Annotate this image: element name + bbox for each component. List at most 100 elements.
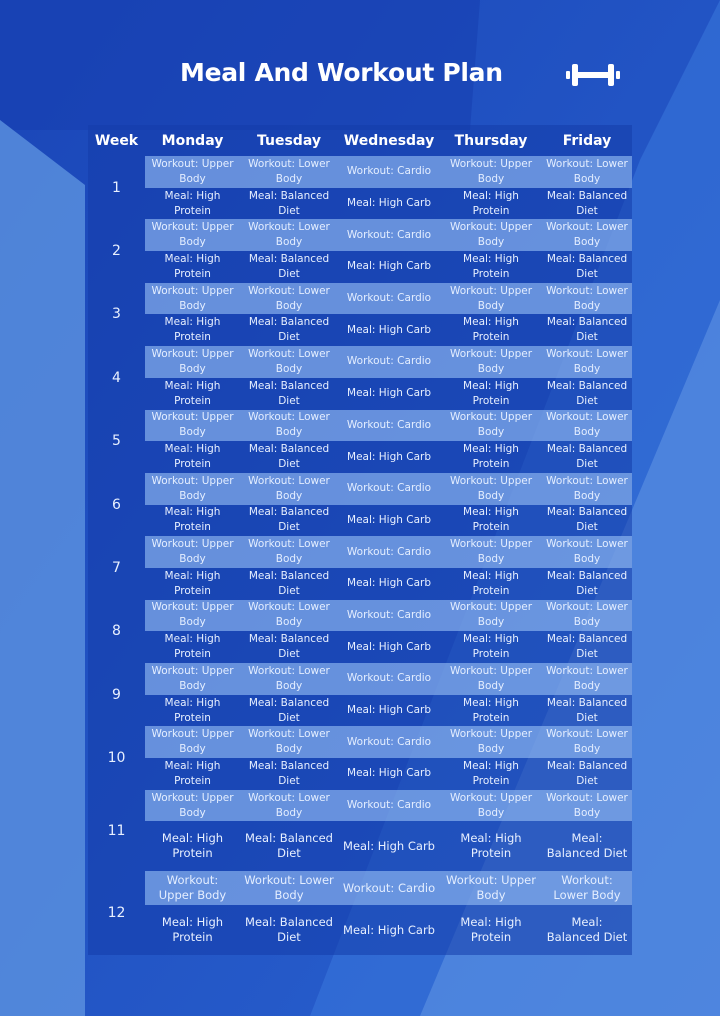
workout-row: Workout: Upper Body Workout: Lower Body Wo… <box>145 536 632 568</box>
workout-cell: Workout: Lower Body <box>546 157 628 185</box>
table-body: 1 Workout: Upper Body Workout: Lower Body W… <box>88 156 632 955</box>
workout-cell: Workout: Lower Body <box>546 411 628 439</box>
meal-cell: Meal: Balanced Diet <box>546 252 628 280</box>
meal-row: Meal: High Protein Meal: Balanced Diet Mea… <box>145 251 632 283</box>
meal-cell: Meal: Balanced Diet <box>546 569 628 597</box>
workout-row: Workout: Upper Body Workout: Lower Body Wo… <box>145 871 632 906</box>
meal-cell: Meal: High Protein <box>460 831 522 861</box>
meal-row: Meal: High Protein Meal: Balanced Diet Mea… <box>145 188 632 220</box>
workout-cell: Workout: Lower Body <box>248 601 330 629</box>
meal-cell: Meal: Balanced Diet <box>546 633 628 661</box>
week-number: 10 <box>107 750 126 767</box>
meal-cell: Meal: Balanced Diet <box>546 189 628 217</box>
week-group: 2 Workout: Upper Body Workout: Lower Body W… <box>88 219 632 282</box>
meal-cell: Meal: Balanced Diet <box>248 252 330 280</box>
meal-cell: Meal: Balanced Diet <box>546 379 628 407</box>
dumbbell-icon <box>566 64 620 86</box>
week-rows: Workout: Upper Body Workout: Lower Body Wo… <box>145 282 632 346</box>
meal-cell: Meal: High Protein <box>164 759 221 787</box>
meal-cell: Meal: Balanced Diet <box>546 316 628 344</box>
workout-cell: Workout: Lower Body <box>546 791 628 819</box>
week-group: 9 Workout: Upper Body Workout: Lower Body W… <box>88 663 632 726</box>
meal-row: Meal: High Protein Meal: Balanced Diet Mea… <box>145 378 632 410</box>
workout-cell: Workout: Cardio <box>346 355 432 368</box>
week-group: 3 Workout: Upper Body Workout: Lower Body W… <box>88 282 632 346</box>
meal-cell: Meal: High Protein <box>164 189 221 217</box>
workout-cell: Workout: Upper Body <box>449 474 533 502</box>
workout-cell: Workout: Cardio <box>346 482 432 495</box>
meal-cell: Meal: High Carb <box>347 323 431 336</box>
meal-cell: Meal: High Protein <box>463 696 519 724</box>
workout-cell: Workout: Upper Body <box>449 221 533 249</box>
workout-cell: Workout: Lower Body <box>553 873 621 903</box>
meal-cell: Meal: High Protein <box>161 831 224 861</box>
workout-row: Workout: Upper Body Workout: Lower Body Wo… <box>145 346 632 378</box>
meal-cell: Meal: Balanced Diet <box>248 506 330 534</box>
meal-cell: Meal: High Protein <box>164 633 221 661</box>
meal-cell: Meal: Balanced Diet <box>245 915 333 945</box>
workout-row: Workout: Upper Body Workout: Lower Body Wo… <box>145 472 632 505</box>
meal-cell: Meal: High Carb <box>347 640 431 653</box>
workout-cell: Workout: Lower Body <box>244 873 334 903</box>
meal-cell: Meal: High Protein <box>460 915 522 945</box>
meal-cell: Meal: High Protein <box>463 379 519 407</box>
week-number: 5 <box>112 433 121 450</box>
workout-cell: Workout: Lower Body <box>248 538 330 566</box>
workout-cell: Workout: Upper Body <box>449 664 533 692</box>
workout-row: Workout: Upper Body Workout: Lower Body Wo… <box>145 599 632 632</box>
workout-cell: Workout: Upper Body <box>158 873 227 903</box>
workout-cell: Workout: Lower Body <box>546 601 628 629</box>
workout-cell: Workout: Cardio <box>346 545 432 558</box>
workout-cell: Workout: Lower Body <box>248 411 330 439</box>
meal-cell: Meal: Balanced Diet <box>546 696 628 724</box>
meal-cell: Meal: High Protein <box>463 443 519 471</box>
week-number: 9 <box>112 686 121 703</box>
workout-cell: Workout: Upper Body <box>151 284 234 312</box>
meal-cell: Meal: High Protein <box>463 316 519 344</box>
header-friday: Friday <box>562 132 612 149</box>
workout-cell: Workout: Cardio <box>346 672 432 685</box>
meal-cell: Meal: Balanced Diet <box>248 443 330 471</box>
workout-row: Workout: Upper Body Workout: Lower Body Wo… <box>145 726 632 759</box>
workout-cell: Workout: Lower Body <box>248 221 330 249</box>
workout-cell: Workout: Lower Body <box>546 728 628 756</box>
workout-row: Workout: Upper Body Workout: Lower Body Wo… <box>145 663 632 695</box>
header-monday: Monday <box>161 132 224 149</box>
workout-cell: Workout: Lower Body <box>546 538 628 566</box>
week-group: 6 Workout: Upper Body Workout: Lower Body W… <box>88 472 632 536</box>
week-number: 1 <box>112 179 121 196</box>
meal-cell: Meal: High Protein <box>463 189 519 217</box>
workout-cell: Workout: Upper Body <box>151 221 234 249</box>
meal-cell: Meal: High Carb <box>347 450 431 463</box>
week-group: 8 Workout: Upper Body Workout: Lower Body W… <box>88 599 632 663</box>
workout-cell: Workout: Upper Body <box>151 664 234 692</box>
table-header: Week Monday Tuesday Wednesday Thursday F… <box>88 125 632 156</box>
meal-cell: Meal: High Protein <box>164 696 221 724</box>
workout-cell: Workout: Upper Body <box>449 791 533 819</box>
meal-row: Meal: High Protein Meal: Balanced Diet Mea… <box>145 758 632 790</box>
workout-cell: Workout: Upper Body <box>151 157 234 185</box>
meal-cell: Meal: High Protein <box>161 915 224 945</box>
meal-cell: Meal: High Carb <box>347 387 431 400</box>
meal-cell: Meal: Balanced Diet <box>248 189 330 217</box>
week-rows: Workout: Upper Body Workout: Lower Body Wo… <box>145 472 632 536</box>
meal-cell: Meal: High Protein <box>463 633 519 661</box>
meal-cell: Meal: High Protein <box>463 506 519 534</box>
meal-cell: Meal: High Carb <box>347 513 431 526</box>
workout-cell: Workout: Cardio <box>346 608 432 621</box>
week-rows: Workout: Upper Body Workout: Lower Body Wo… <box>145 219 632 282</box>
workout-cell: Workout: Upper Body <box>446 873 536 903</box>
week-group: 1 Workout: Upper Body Workout: Lower Body W… <box>88 156 632 219</box>
meal-cell: Meal: High Protein <box>463 252 519 280</box>
workout-cell: Workout: Upper Body <box>449 728 533 756</box>
week-group: 5 Workout: Upper Body Workout: Lower Body W… <box>88 409 632 473</box>
workout-cell: Workout: Lower Body <box>248 157 330 185</box>
week-rows: Workout: Upper Body Workout: Lower Body Wo… <box>145 789 632 872</box>
workout-cell: Workout: Cardio <box>346 418 432 431</box>
meal-cell: Meal: High Protein <box>164 316 221 344</box>
week-number: 2 <box>112 243 121 260</box>
week-rows: Workout: Upper Body Workout: Lower Body Wo… <box>145 599 632 663</box>
workout-cell: Workout: Cardio <box>342 880 436 895</box>
meal-cell: Meal: Balanced Diet <box>248 316 330 344</box>
header-week: Week <box>94 132 139 149</box>
